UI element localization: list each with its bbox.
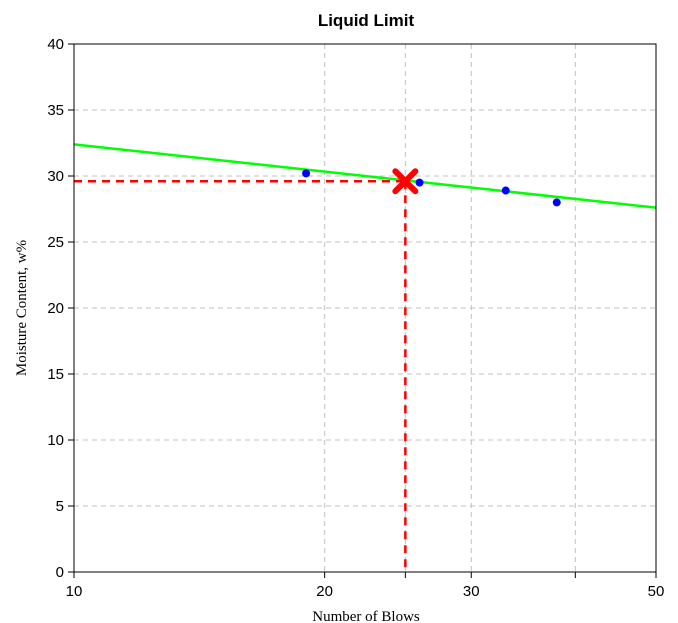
y-tick-label: 20 bbox=[47, 300, 64, 317]
fit-line bbox=[73, 143, 657, 209]
y-tick-label: 10 bbox=[47, 432, 64, 449]
marker-stroke bbox=[392, 168, 419, 195]
x-axis-label: Number of Blows bbox=[312, 609, 420, 623]
y-tick-label: 0 bbox=[56, 564, 64, 581]
grid bbox=[74, 44, 656, 572]
plot-area bbox=[73, 143, 657, 572]
data-point bbox=[415, 178, 424, 187]
y-tick-label: 15 bbox=[47, 366, 64, 383]
data-point bbox=[552, 198, 561, 207]
x-tick-label: 10 bbox=[66, 583, 83, 600]
y-axis-label: Moisture Content, w% bbox=[14, 240, 30, 376]
data-point bbox=[501, 186, 510, 195]
liquid-limit-marker bbox=[392, 168, 419, 195]
y-tick-label: 35 bbox=[47, 102, 64, 119]
axis-ticks: 0 5 10 15 20 25 30 35 40 10 20 30 50 bbox=[47, 36, 664, 600]
x-tick-label: 50 bbox=[648, 583, 665, 600]
y-tick-label: 30 bbox=[47, 168, 64, 185]
x-tick-label: 30 bbox=[463, 583, 480, 600]
y-tick-label: 40 bbox=[47, 36, 64, 53]
y-tick-label: 25 bbox=[47, 234, 64, 251]
data-point bbox=[302, 169, 311, 178]
y-tick-label: 5 bbox=[56, 498, 64, 515]
chart-title: Liquid Limit bbox=[318, 11, 415, 30]
x-tick-label: 20 bbox=[316, 583, 333, 600]
